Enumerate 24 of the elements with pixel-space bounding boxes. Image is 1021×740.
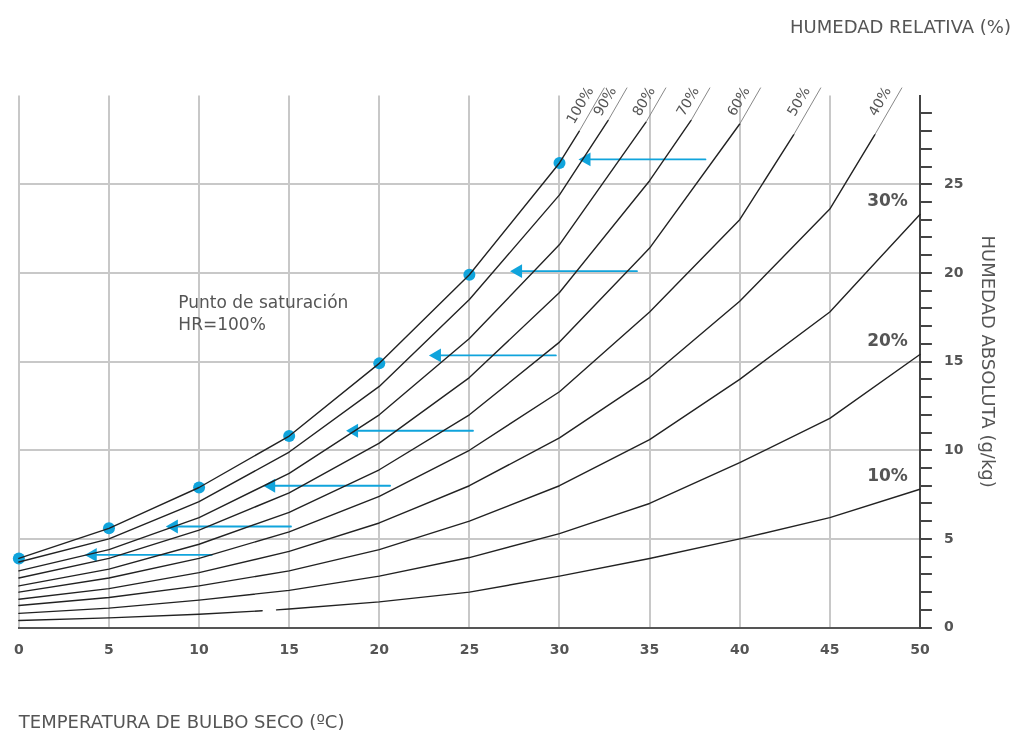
x-tick-label: 10 xyxy=(189,640,210,657)
series-label: 30% xyxy=(867,190,908,211)
x-axis-title: TEMPERATURA DE BULBO SECO (ºC) xyxy=(17,710,345,732)
y-tick-label: 20 xyxy=(943,263,964,280)
x-tick-label: 20 xyxy=(369,640,390,657)
x-tick-label: 50 xyxy=(910,640,930,657)
x-tick-label: 30 xyxy=(549,640,570,657)
y-tick-label: 25 xyxy=(943,174,964,191)
x-tick-label: 15 xyxy=(279,640,299,657)
series-label: 10% xyxy=(867,465,908,486)
chart-title: HUMEDAD RELATIVA (%) xyxy=(790,16,1011,38)
y-axis-title: HUMEDAD ABSOLUTA (g/kg) xyxy=(977,235,999,488)
x-tick-label: 40 xyxy=(729,640,750,657)
x-tick-label: 0 xyxy=(14,640,24,657)
annotation: Punto de saturación HR=100% xyxy=(178,292,349,335)
x-tick-label: 25 xyxy=(459,640,480,657)
x-tick-label: 45 xyxy=(820,640,840,657)
series-label: 20% xyxy=(867,330,908,351)
y-tick-label: 5 xyxy=(943,529,954,546)
y-tick-label: 0 xyxy=(943,618,954,635)
y-tick-label: 15 xyxy=(943,352,964,369)
x-tick-label: 5 xyxy=(104,640,114,657)
y-tick-label: 10 xyxy=(943,440,964,457)
x-tick-label: 35 xyxy=(639,640,660,657)
